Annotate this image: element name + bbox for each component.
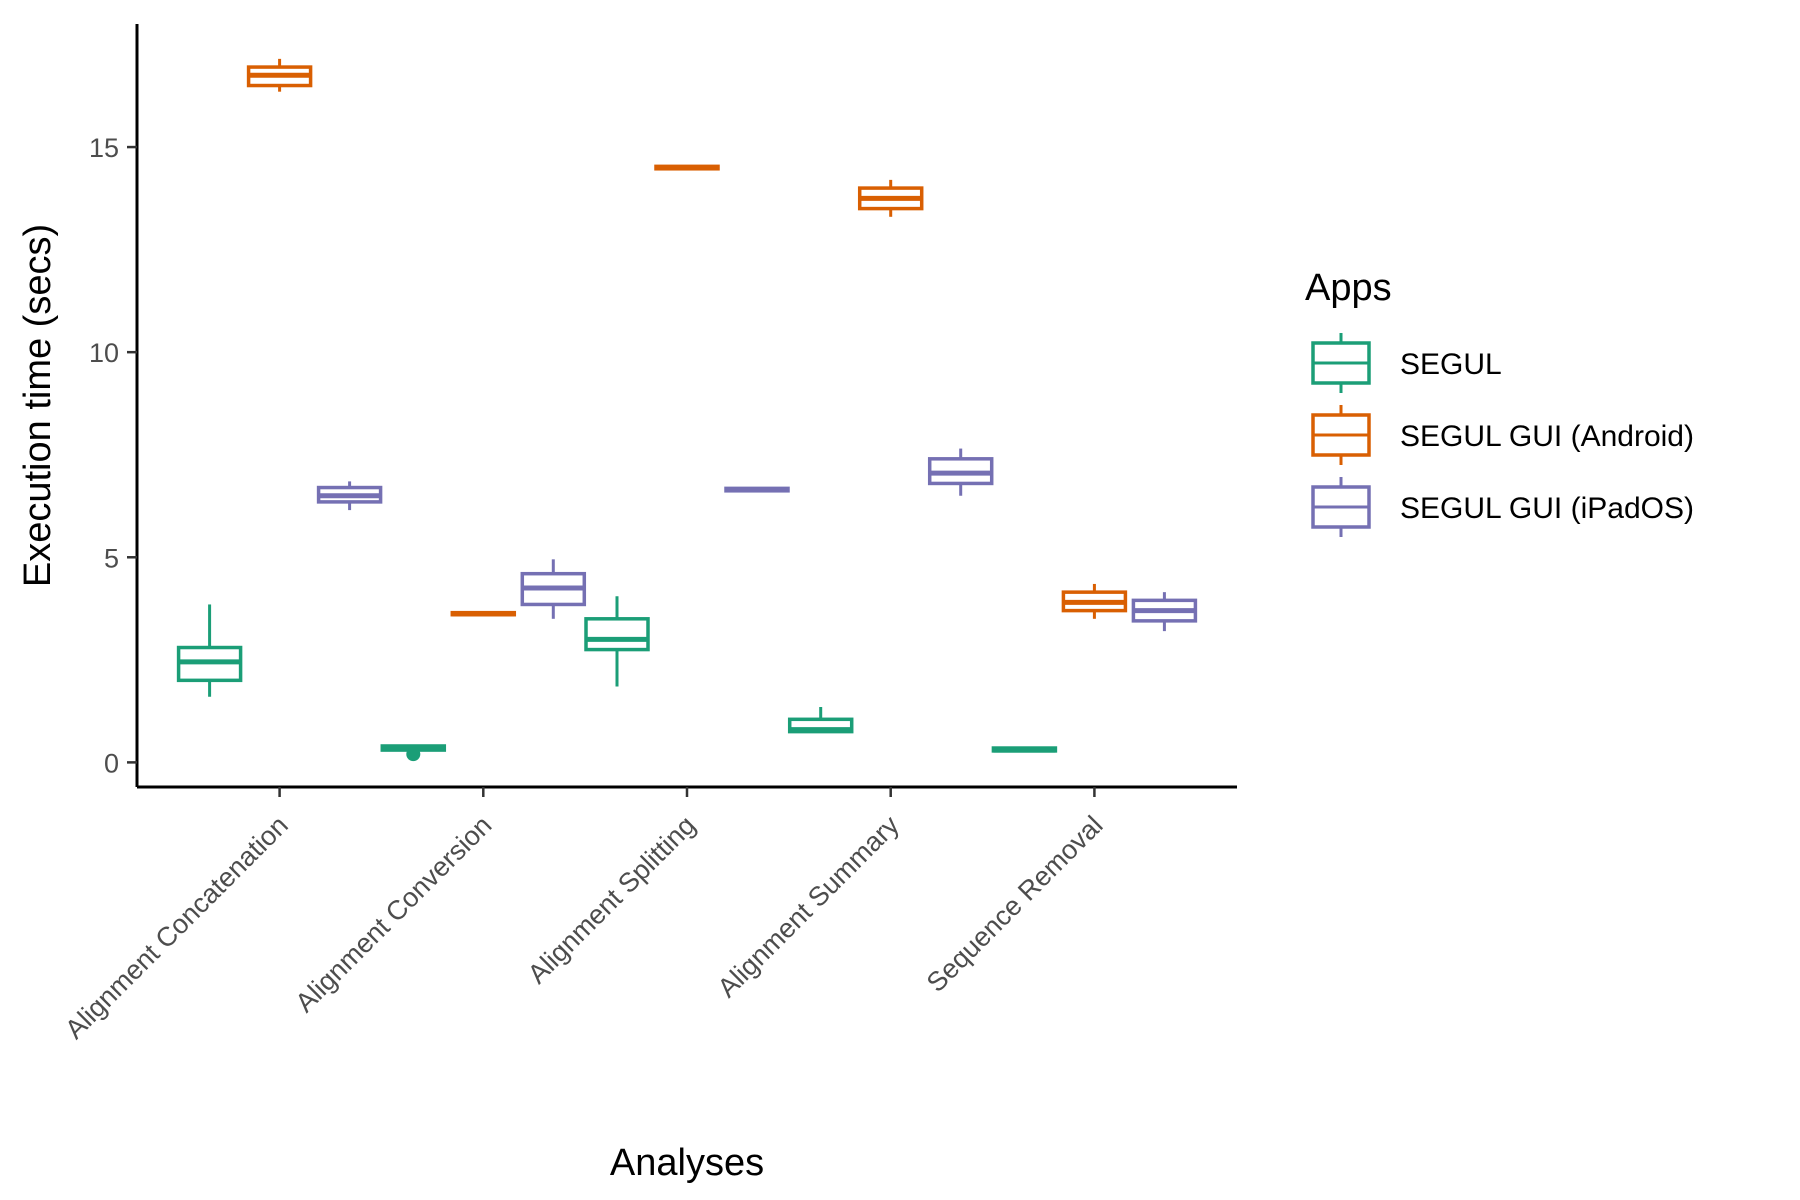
outlier-point — [406, 747, 421, 762]
x-tick-label: Alignment Concatenation — [59, 810, 294, 1045]
box-0-1 — [246, 58, 313, 92]
box-2-2 — [724, 486, 790, 493]
plot-area — [176, 58, 1198, 762]
box-3-0 — [787, 707, 854, 734]
legend-title: Apps — [1305, 267, 1392, 309]
y-axis-title: Execution time (secs) — [17, 224, 59, 587]
legend-key-2 — [1311, 477, 1371, 537]
y-tick-label: 10 — [89, 338, 119, 368]
legend-key-1 — [1311, 405, 1371, 465]
y-tick-label: 15 — [89, 133, 119, 163]
x-tick-label: Alignment Conversion — [290, 810, 498, 1018]
legend-label-2: SEGUL GUI (iPadOS) — [1400, 492, 1694, 525]
box-1-1 — [450, 610, 517, 617]
legend: Apps SEGUL SEGUL GUI (Android) SEGUL GUI (… — [1305, 267, 1694, 537]
x-tick-label: Sequence Removal — [921, 810, 1109, 998]
box-0-2 — [316, 481, 383, 511]
box-4-2 — [1131, 592, 1198, 632]
x-tick-label: Alignment Summary — [712, 810, 905, 1003]
box-4-1 — [1061, 583, 1128, 619]
box-2-1 — [654, 164, 720, 171]
box-0-0 — [176, 604, 243, 697]
box-1-0 — [380, 744, 447, 762]
box-2-0 — [584, 596, 650, 687]
legend-key-0 — [1311, 333, 1371, 393]
box-1-2 — [520, 559, 587, 619]
box-4-0 — [991, 746, 1058, 753]
y-tick-label: 5 — [104, 543, 119, 573]
x-axis-title: Analyses — [610, 1142, 764, 1184]
x-tick-label: Alignment Splitting — [522, 810, 701, 989]
box-body — [584, 617, 650, 652]
y-tick-label: 0 — [104, 748, 119, 778]
legend-label-1: SEGUL GUI (Android) — [1400, 420, 1694, 453]
box-3-1 — [857, 179, 924, 217]
legend-label-0: SEGUL — [1400, 348, 1502, 381]
box-3-2 — [927, 448, 994, 496]
